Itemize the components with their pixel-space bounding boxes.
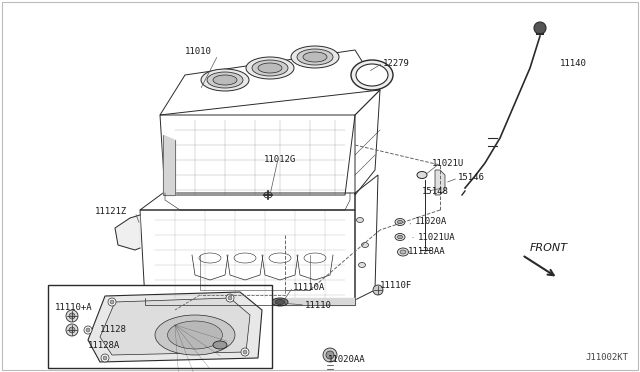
Polygon shape xyxy=(145,298,355,305)
Text: 11128A: 11128A xyxy=(88,340,120,350)
Text: 11110A: 11110A xyxy=(293,282,325,292)
Text: 11110: 11110 xyxy=(305,301,332,310)
Circle shape xyxy=(228,296,232,300)
Polygon shape xyxy=(88,292,262,362)
Text: 11128AA: 11128AA xyxy=(408,247,445,256)
Text: 11128: 11128 xyxy=(100,326,127,334)
Text: 12279: 12279 xyxy=(383,58,410,67)
Ellipse shape xyxy=(291,46,339,68)
Ellipse shape xyxy=(395,218,405,225)
Ellipse shape xyxy=(417,171,427,179)
Text: 11021UA: 11021UA xyxy=(418,232,456,241)
Circle shape xyxy=(326,351,334,359)
Ellipse shape xyxy=(397,235,403,239)
Ellipse shape xyxy=(213,341,227,349)
Circle shape xyxy=(108,298,116,306)
Ellipse shape xyxy=(362,243,369,247)
Text: 11110F: 11110F xyxy=(380,280,412,289)
Ellipse shape xyxy=(303,52,327,62)
Text: 11021U: 11021U xyxy=(432,158,464,167)
Circle shape xyxy=(86,328,90,332)
Ellipse shape xyxy=(207,72,243,88)
Text: 11012G: 11012G xyxy=(264,155,296,164)
Ellipse shape xyxy=(252,60,288,76)
Ellipse shape xyxy=(397,248,408,256)
Ellipse shape xyxy=(213,75,237,85)
Polygon shape xyxy=(100,298,250,355)
Ellipse shape xyxy=(275,299,285,305)
Text: 15146: 15146 xyxy=(458,173,485,183)
Circle shape xyxy=(69,313,75,319)
Circle shape xyxy=(66,310,78,322)
Ellipse shape xyxy=(356,64,388,86)
Ellipse shape xyxy=(356,218,364,222)
Ellipse shape xyxy=(297,49,333,65)
Circle shape xyxy=(323,348,337,362)
Text: 11121Z: 11121Z xyxy=(95,208,127,217)
Circle shape xyxy=(101,354,109,362)
Ellipse shape xyxy=(155,315,235,355)
Ellipse shape xyxy=(351,60,393,90)
Ellipse shape xyxy=(201,69,249,91)
Bar xyxy=(48,285,272,368)
Ellipse shape xyxy=(395,234,405,241)
Text: 11010: 11010 xyxy=(185,48,212,57)
Circle shape xyxy=(66,324,78,336)
Circle shape xyxy=(373,285,383,295)
Circle shape xyxy=(84,326,92,334)
Circle shape xyxy=(69,327,75,333)
Ellipse shape xyxy=(272,298,288,306)
Polygon shape xyxy=(435,170,445,195)
Ellipse shape xyxy=(246,57,294,79)
Circle shape xyxy=(243,350,247,354)
Ellipse shape xyxy=(168,321,223,349)
Text: 11020AA: 11020AA xyxy=(328,356,365,365)
Text: 11110+A: 11110+A xyxy=(55,304,93,312)
Polygon shape xyxy=(163,135,175,195)
Circle shape xyxy=(534,22,546,34)
Circle shape xyxy=(103,356,107,360)
Text: 11020A: 11020A xyxy=(415,218,447,227)
Ellipse shape xyxy=(258,63,282,73)
Text: 11140: 11140 xyxy=(560,60,587,68)
Circle shape xyxy=(110,300,114,304)
Ellipse shape xyxy=(358,263,365,267)
Text: 15148: 15148 xyxy=(422,186,449,196)
Text: FRONT: FRONT xyxy=(530,243,568,253)
Text: J11002KT: J11002KT xyxy=(585,353,628,362)
Polygon shape xyxy=(115,215,140,250)
Circle shape xyxy=(241,348,249,356)
Ellipse shape xyxy=(400,250,406,254)
Ellipse shape xyxy=(397,220,403,224)
Circle shape xyxy=(226,294,234,302)
